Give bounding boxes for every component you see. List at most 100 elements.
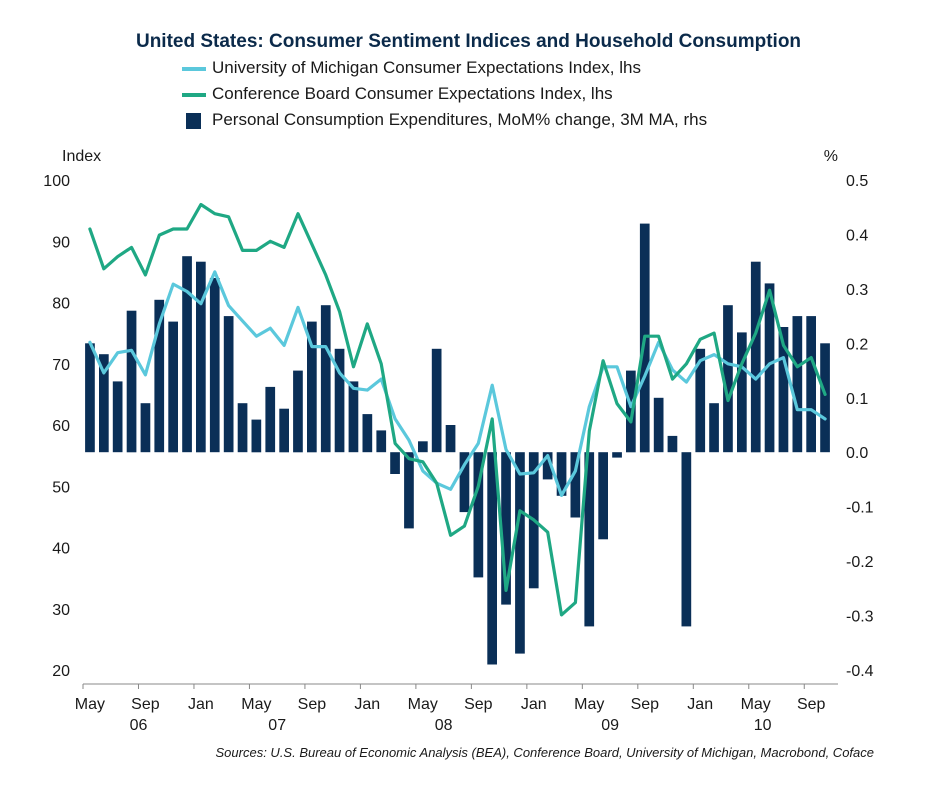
michigan-line: [88, 270, 827, 497]
pce-bar: [168, 321, 178, 453]
pce-bar: [140, 403, 151, 453]
pce-bar: [501, 452, 511, 605]
pce-bar: [626, 370, 636, 453]
left-axis-tick-label: 60: [52, 418, 70, 435]
pce-bar: [112, 381, 123, 453]
pce-bar: [99, 354, 109, 453]
legend-label-pce: Personal Consumption Expenditures, MoM% …: [212, 110, 708, 129]
pce-bar: [334, 348, 345, 453]
x-tick-label: May: [741, 696, 771, 713]
x-tick-label: Sep: [464, 696, 493, 713]
pce-bar: [85, 343, 95, 453]
x-tick-label: Sep: [631, 696, 660, 713]
pce-bar: [445, 425, 456, 453]
pce-bar: [473, 452, 484, 578]
right-axis-tick-label: -0.3: [846, 609, 874, 626]
pce-bar: [376, 430, 387, 453]
right-axis-tick-label: 0.3: [846, 282, 868, 299]
pce-bar: [182, 256, 192, 453]
pce-bar: [570, 452, 581, 518]
x-tick-label: May: [574, 696, 604, 713]
right-axis-tick-label: -0.2: [846, 554, 874, 571]
pce-bar: [362, 414, 373, 453]
source-note: Sources: U.S. Bureau of Economic Analysi…: [215, 745, 874, 760]
pce-bar: [418, 441, 428, 453]
pce-bar: [307, 321, 317, 453]
left-axis-tick-label: 50: [52, 479, 70, 496]
pce-bar: [223, 316, 234, 453]
left-axis-tick-label: 100: [43, 173, 70, 190]
pce-bar: [792, 316, 803, 453]
right-axis-tick-label: 0.4: [846, 227, 868, 244]
left-axis-tick-label: 40: [52, 541, 70, 558]
pce-bar: [348, 381, 359, 453]
x-tick-label: Sep: [131, 696, 160, 713]
index-lines: [88, 202, 827, 617]
x-tick-label: Sep: [298, 696, 327, 713]
pce-bar: [265, 386, 276, 453]
legend-swatch-conference-board: [182, 93, 206, 97]
x-year-label: 06: [130, 717, 148, 734]
pce-bar: [279, 408, 289, 453]
pce-bar: [556, 452, 567, 496]
axes: May Sep Jan May Sep Jan May Sep Jan May Sep Jan May S…: [43, 148, 873, 734]
pce-bar: [293, 370, 303, 453]
pce-bar: [612, 452, 622, 458]
right-axis-title: %: [824, 148, 838, 165]
pce-bar: [723, 305, 733, 453]
pce-bar: [598, 452, 608, 540]
pce-bar: [515, 452, 525, 654]
x-year-label: 08: [435, 717, 453, 734]
left-axis-title: Index: [62, 148, 101, 165]
right-axis-tick-label: 0.0: [846, 445, 868, 462]
pce-bar: [737, 332, 747, 453]
right-axis-tick-label: -0.1: [846, 500, 874, 517]
left-axis-tick-label: 20: [52, 663, 70, 680]
x-tick-label: Jan: [521, 696, 547, 713]
pce-bar: [806, 316, 816, 453]
left-axis-tick-label: 70: [52, 357, 70, 374]
legend-swatch-pce: [186, 113, 201, 129]
x-tick-label: May: [75, 696, 105, 713]
pce-bar: [487, 452, 497, 665]
x-tick-label: Jan: [354, 696, 380, 713]
pce-bar: [154, 299, 165, 453]
x-year-label: 09: [601, 717, 619, 734]
left-axis-tick-label: 30: [52, 602, 70, 619]
x-tick-label: Jan: [188, 696, 214, 713]
x-tick-label: Sep: [797, 696, 826, 713]
pce-bar: [667, 435, 678, 453]
legend-swatch-michigan: [182, 67, 206, 71]
pce-bar: [126, 310, 137, 453]
pce-bar: [778, 327, 789, 453]
pce-bar: [237, 403, 248, 453]
pce-bar: [820, 343, 830, 453]
right-axis-tick-label: 0.1: [846, 391, 868, 408]
x-tick-label: Jan: [687, 696, 713, 713]
pce-bar: [681, 452, 692, 627]
left-axis-tick-label: 90: [52, 234, 70, 251]
legend-label-michigan: University of Michigan Consumer Expectat…: [212, 58, 641, 77]
pce-bar: [584, 452, 595, 627]
pce-bar: [196, 261, 206, 453]
pce-bar: [209, 278, 220, 453]
pce-bar: [251, 419, 262, 453]
pce-bar: [404, 452, 414, 529]
pce-bar: [750, 261, 761, 453]
x-tick-label: May: [408, 696, 438, 713]
pce-bars: [85, 223, 830, 665]
chart-title: United States: Consumer Sentiment Indice…: [135, 31, 802, 52]
x-tick-label: May: [241, 696, 271, 713]
pce-bar: [390, 452, 400, 474]
pce-bar: [764, 283, 775, 453]
right-axis-tick-label: 0.5: [846, 173, 868, 190]
x-year-label: 07: [268, 717, 286, 734]
pce-bar: [459, 452, 470, 513]
right-axis-tick-label: -0.4: [846, 663, 874, 680]
pce-bar: [431, 348, 442, 453]
pce-bar: [653, 397, 664, 453]
right-axis-tick-label: 0.2: [846, 336, 868, 353]
pce-bar: [542, 452, 553, 480]
conference-board-line: [88, 202, 827, 617]
